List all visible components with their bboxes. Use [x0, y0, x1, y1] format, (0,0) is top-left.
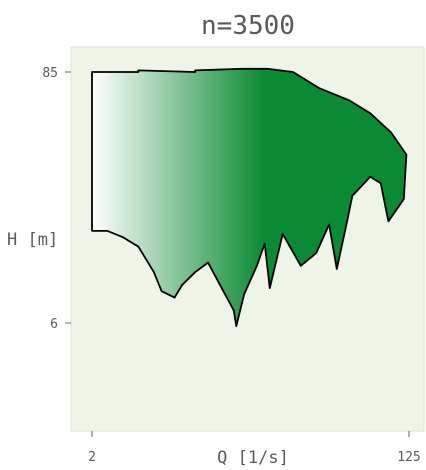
- x-tick-label: 125: [397, 450, 420, 465]
- area-series: [91, 67, 408, 328]
- y-axis-label: H [m]: [7, 230, 58, 250]
- x-axis-label: Q [1/s]: [217, 448, 289, 468]
- y-tick-label: 85: [42, 66, 58, 81]
- x-tick-label: 2: [88, 450, 96, 465]
- chart-title: n=3500: [201, 11, 295, 41]
- y-tick-label: 6: [50, 317, 58, 332]
- axis-ticks: 2 125 85 6: [42, 66, 420, 465]
- operating-range-area: [91, 67, 408, 328]
